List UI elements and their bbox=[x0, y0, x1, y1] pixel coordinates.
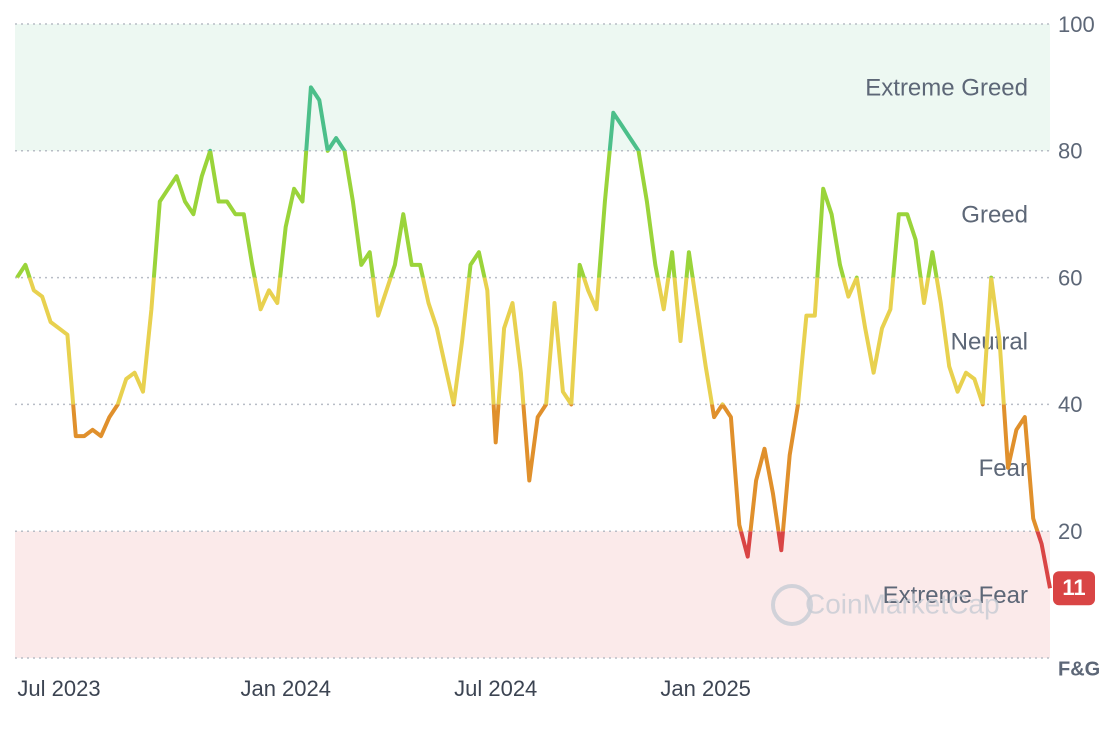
fear-greed-line bbox=[208, 85, 641, 151]
watermark-logo bbox=[771, 584, 813, 626]
y-tick-label: 40 bbox=[1058, 392, 1082, 417]
zone-band bbox=[15, 24, 1050, 151]
x-tick-label: Jul 2024 bbox=[454, 676, 537, 701]
y-tick-label: 60 bbox=[1058, 265, 1082, 290]
y-axis-label: F&G bbox=[1058, 658, 1100, 680]
zone-band bbox=[15, 531, 1050, 658]
x-tick-label: Jan 2025 bbox=[660, 676, 751, 701]
zone-label: Extreme Fear bbox=[883, 582, 1028, 609]
fear-greed-line bbox=[17, 277, 1006, 405]
y-tick-label: 20 bbox=[1058, 519, 1082, 544]
zone-label: Extreme Greed bbox=[865, 75, 1028, 102]
zone-label: Fear bbox=[979, 455, 1028, 482]
watermark: CoinMarketCap bbox=[805, 588, 1000, 619]
current-value-badge bbox=[1053, 571, 1095, 606]
zone-label: Greed bbox=[961, 202, 1028, 229]
fear-greed-line bbox=[71, 404, 1040, 532]
x-tick-label: Jan 2024 bbox=[240, 676, 331, 701]
x-tick-label: Jul 2023 bbox=[17, 676, 100, 701]
current-value-label: 11 bbox=[1062, 575, 1085, 600]
y-tick-label: 100 bbox=[1058, 12, 1095, 37]
fear-greed-line bbox=[738, 531, 1052, 589]
y-tick-label: 80 bbox=[1058, 139, 1082, 164]
fear-greed-line bbox=[15, 150, 994, 278]
